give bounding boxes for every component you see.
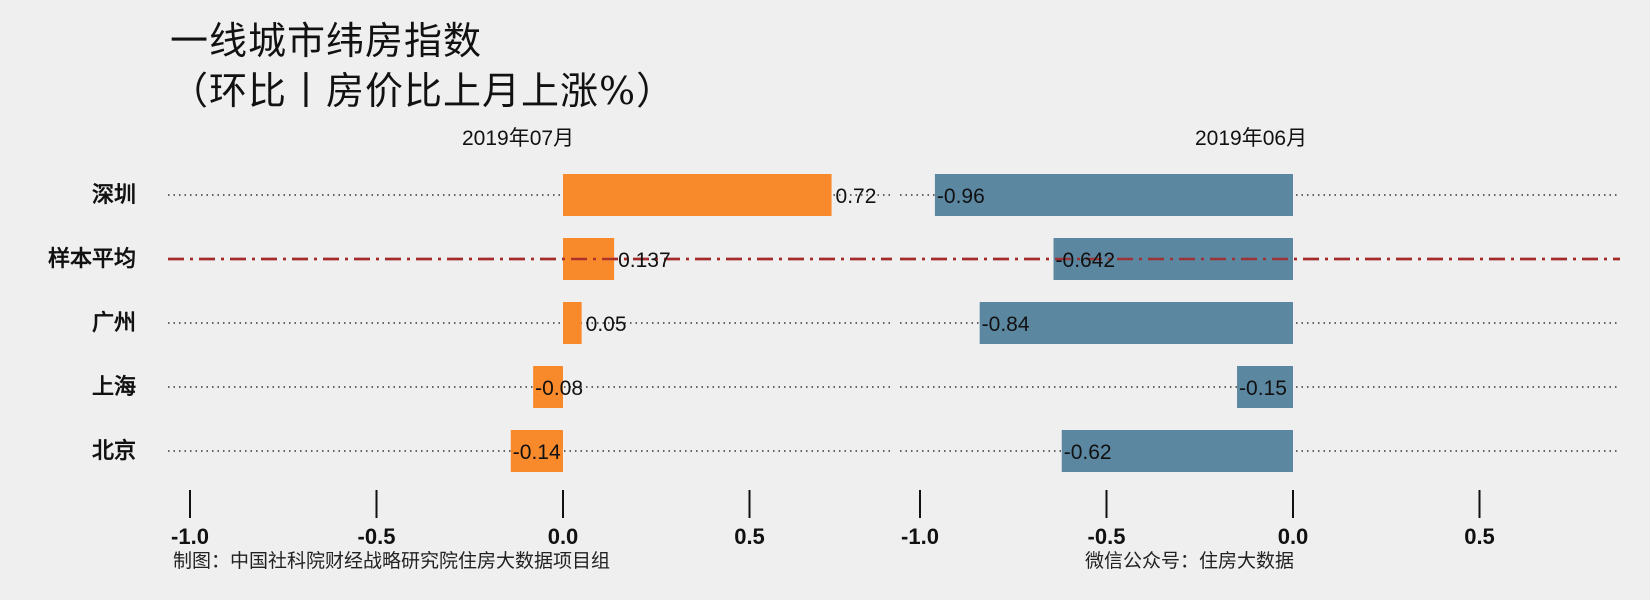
category-label-beijing: 北京 [91,438,136,464]
bar-right [1061,430,1293,472]
bar-left [533,366,563,408]
footer-credit: 制图：中国社科院财经战略研究院住房大数据项目组 [173,550,611,572]
data-label: -0.96 [937,185,985,208]
chart-title-line2: （环比丨房价比上月上涨%） [170,69,676,113]
x-tick-label: 0.5 [734,524,765,549]
category-label-sample-average: 样本平均 [47,246,136,272]
x-tick-label: -1.0 [901,524,939,549]
x-tick-label: 0.5 [1464,524,1495,549]
data-label: 0.137 [618,249,671,272]
data-label: -0.642 [1056,249,1116,272]
data-label: -0.62 [1064,441,1112,464]
data-label: 0.72 [836,185,877,208]
category-label-guangzhou: 广州 [91,310,136,336]
x-tick-label: 0.0 [548,524,579,549]
data-label: -0.84 [982,313,1030,336]
data-label: 0.05 [586,313,627,336]
x-tick-label: -1.0 [171,524,209,549]
category-label-shanghai: 上海 [91,374,136,400]
x-tick-label: 0.0 [1278,524,1309,549]
footer-wechat: 微信公众号：住房大数据 [1085,550,1295,572]
data-label: -0.14 [513,441,561,464]
category-label-shenzhen: 深圳 [91,182,136,208]
panel-title-left: 2019年07月 [462,127,575,150]
data-label: -0.08 [535,377,583,400]
panel-title-right: 2019年06月 [1195,127,1308,150]
x-tick-label: -0.5 [358,524,396,549]
bar-right [1237,366,1293,408]
bar-left [563,174,832,216]
x-tick-label: -0.5 [1088,524,1126,549]
chart-title: 一线城市纬房指数 （环比丨房价比上月上涨%） [170,16,675,116]
chart-title-line1: 一线城市纬房指数 [170,19,483,63]
bar-right [979,302,1293,344]
data-label: -0.15 [1239,377,1287,400]
bar-left [510,430,563,472]
bar-left [563,302,582,344]
bar-right [934,174,1293,216]
